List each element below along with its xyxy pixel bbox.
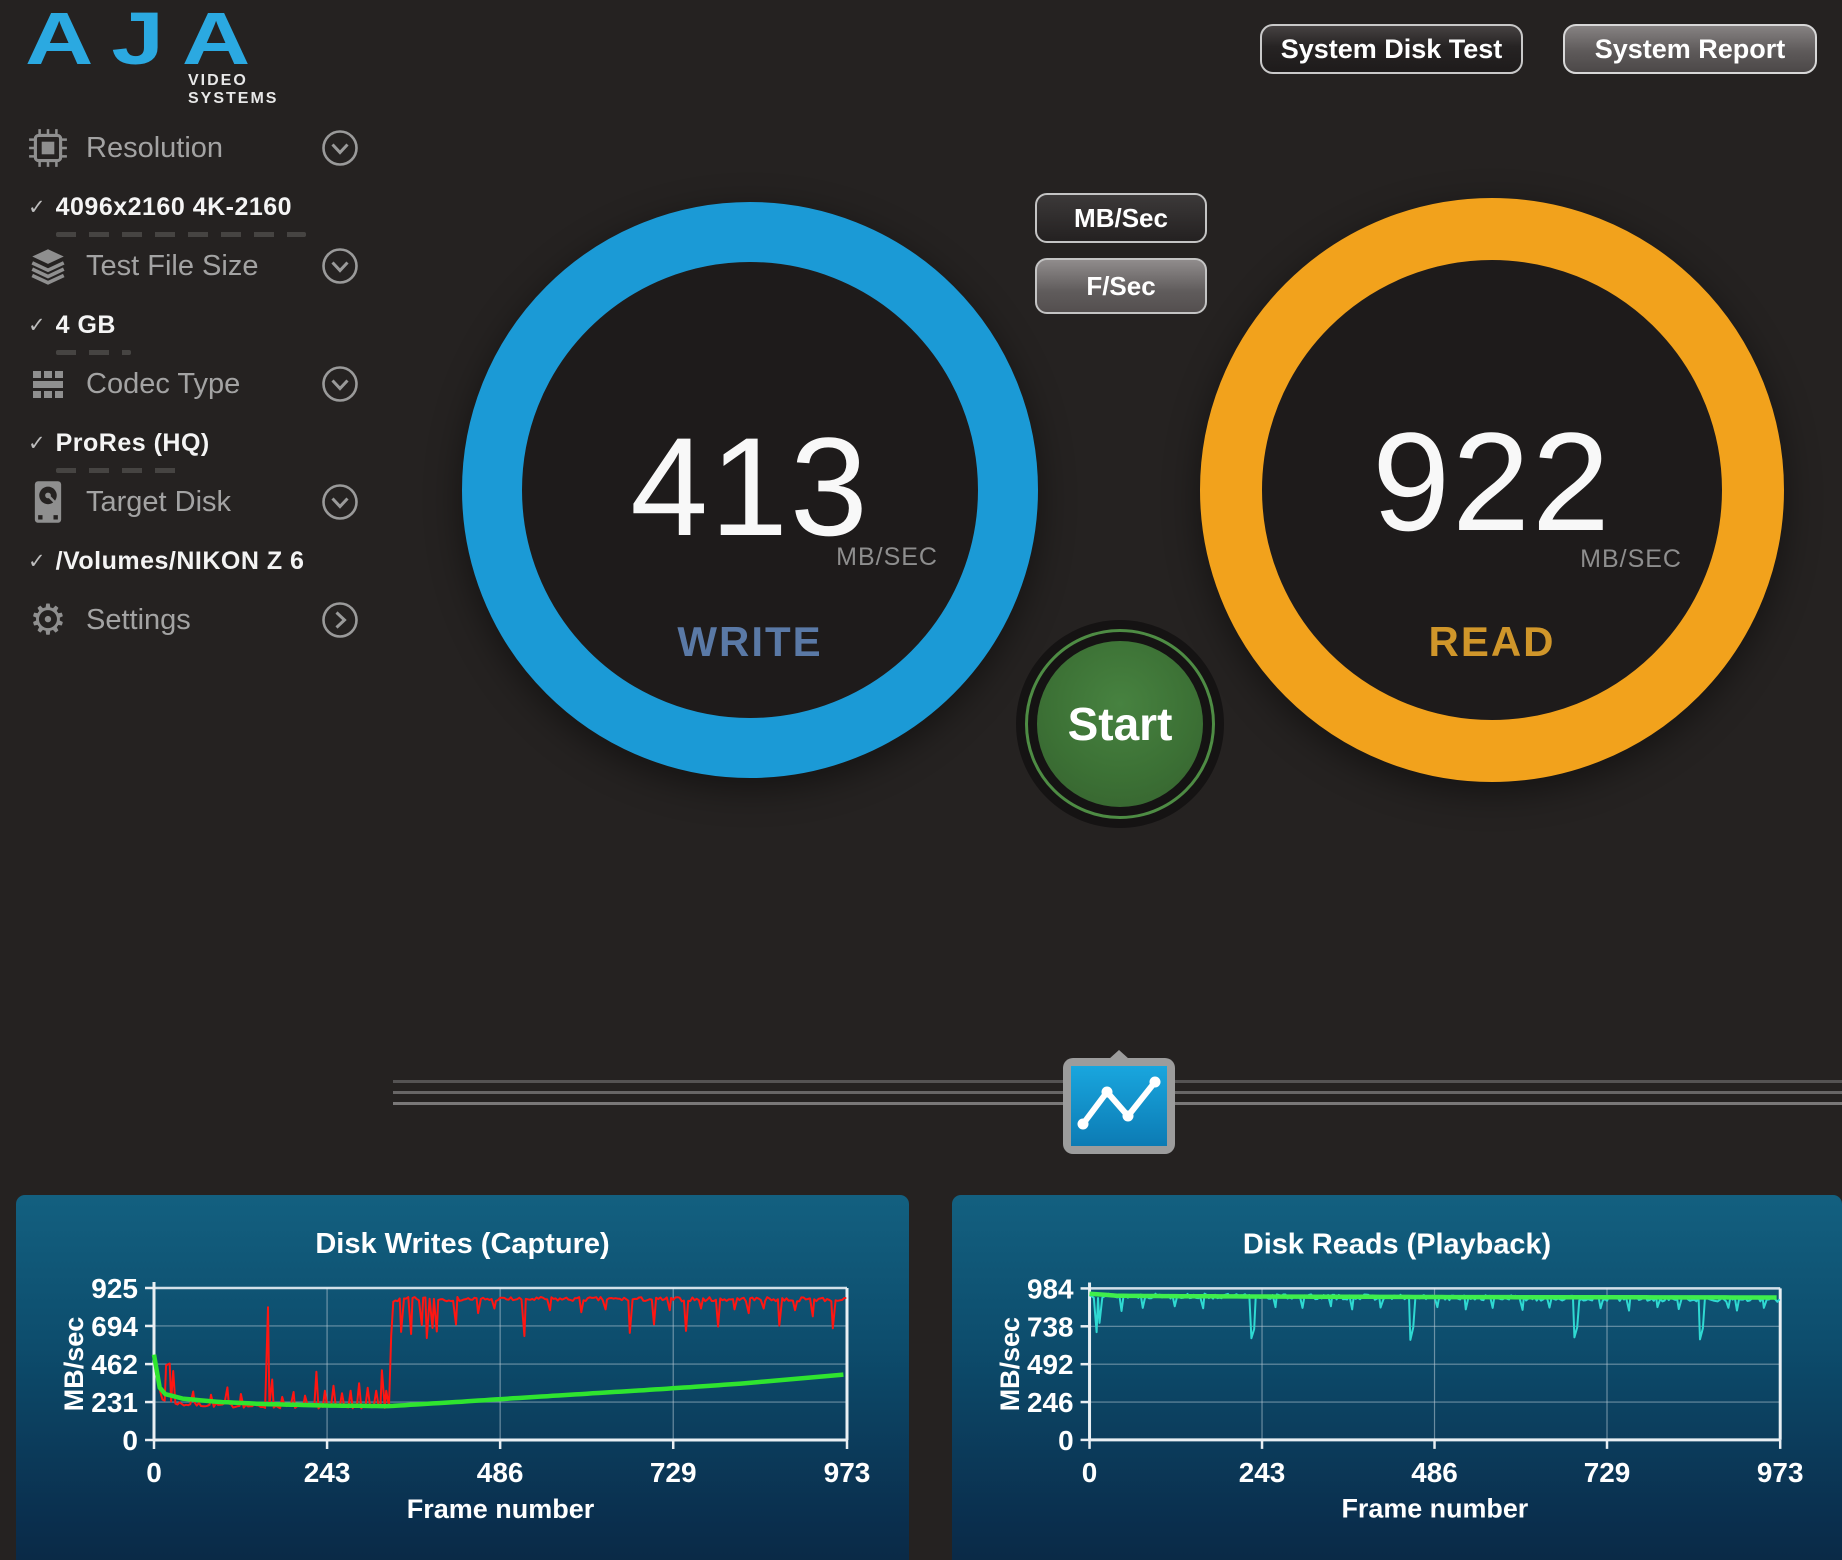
- svg-text:Disk Writes (Capture): Disk Writes (Capture): [315, 1228, 609, 1260]
- write-speed-value: 413: [630, 408, 870, 565]
- disk-reads-chart-panel: 0 246 492 738 984 0 243 486 729 973 Disk Reads (Pl…: [952, 1195, 1842, 1560]
- svg-text:Disk Reads (Playback): Disk Reads (Playback): [1243, 1229, 1551, 1261]
- sidebar-item-settings: ⚙ Settings: [26, 598, 191, 642]
- toggle-notch: [1109, 1050, 1129, 1059]
- gear-icon: ⚙: [29, 596, 67, 643]
- svg-text:462: 462: [91, 1349, 138, 1380]
- read-gauge: 922 MB/SEC READ: [1200, 198, 1784, 782]
- aja-logo: AJA VIDEO SYSTEMS: [25, 2, 325, 108]
- system-disk-test-button[interactable]: System Disk Test: [1260, 24, 1523, 74]
- sidebar-item-label: Settings: [86, 603, 191, 636]
- selected-test-file-size: ✓ 4 GB: [28, 310, 116, 339]
- system-report-button[interactable]: System Report: [1563, 24, 1817, 74]
- checkmark-icon: ✓: [28, 431, 46, 455]
- svg-text:243: 243: [304, 1457, 351, 1488]
- clipped-option-ghost: [56, 350, 131, 355]
- svg-text:492: 492: [1027, 1349, 1074, 1380]
- layers-icon: [26, 244, 70, 288]
- svg-text:Frame number: Frame number: [407, 1494, 595, 1524]
- sidebar-item-label: Codec Type: [86, 367, 241, 400]
- checkmark-icon: ✓: [28, 313, 46, 337]
- sidebar-item-label: Target Disk: [86, 485, 232, 518]
- chart-view-toggle-button[interactable]: [1063, 1050, 1175, 1154]
- svg-text:925: 925: [91, 1273, 138, 1304]
- svg-text:486: 486: [1411, 1457, 1458, 1488]
- start-button-label: Start: [1067, 698, 1173, 750]
- selected-codec-type: ✓ ProRes (HQ): [28, 428, 210, 457]
- codec-type-dropdown-chevron-icon[interactable]: [320, 364, 360, 404]
- sidebar-item-label: Resolution: [86, 131, 224, 164]
- resolution-dropdown-chevron-icon[interactable]: [320, 128, 360, 168]
- grid-icon: [26, 362, 70, 406]
- svg-text:Frame number: Frame number: [1341, 1494, 1528, 1524]
- svg-text:984: 984: [1027, 1273, 1074, 1304]
- disk-writes-chart: 0 231 462 694 925 0 243 486 729 973 Disk Writes (C…: [59, 1228, 871, 1524]
- sidebar-item-target-disk: Target Disk: [26, 480, 231, 524]
- aja-logo-text: AJA: [25, 0, 269, 80]
- svg-text:0: 0: [146, 1457, 162, 1488]
- start-button[interactable]: Start: [1016, 620, 1224, 828]
- disk-writes-chart-panel: 0 231 462 694 925 0 243 486 729 973 Disk Writes (C…: [16, 1195, 909, 1560]
- clipped-option-ghost: [56, 232, 306, 237]
- clipped-option-ghost: [56, 468, 186, 473]
- write-gauge: 413 MB/SEC WRITE: [462, 202, 1038, 778]
- svg-text:0: 0: [122, 1425, 138, 1456]
- frames-per-sec-toggle-button[interactable]: F/Sec: [1035, 258, 1207, 314]
- selected-resolution: ✓ 4096x2160 4K-2160: [28, 192, 293, 221]
- read-gauge-label: READ: [1428, 618, 1556, 665]
- svg-text:486: 486: [477, 1457, 524, 1488]
- sidebar-item-test-file-size: Test File Size: [26, 244, 258, 288]
- selected-target-disk: ✓ /Volumes/NIKON Z 6: [28, 546, 305, 575]
- svg-text:MB/sec: MB/sec: [59, 1317, 89, 1412]
- read-speed-value: 922: [1372, 403, 1612, 560]
- settings-arrow-icon[interactable]: [320, 600, 360, 640]
- sidebar-item-label: Test File Size: [86, 249, 259, 282]
- write-gauge-label: WRITE: [677, 618, 823, 665]
- checkmark-icon: ✓: [28, 549, 46, 573]
- sidebar-item-codec-type: Codec Type: [26, 362, 240, 406]
- aja-logo-subtitle: VIDEO SYSTEMS: [188, 72, 279, 107]
- svg-text:694: 694: [91, 1311, 138, 1342]
- svg-text:0: 0: [1058, 1425, 1074, 1456]
- target-disk-dropdown-chevron-icon[interactable]: [320, 482, 360, 522]
- svg-text:246: 246: [1027, 1387, 1074, 1418]
- svg-text:0: 0: [1082, 1457, 1098, 1488]
- svg-text:729: 729: [650, 1457, 697, 1488]
- write-speed-unit: MB/SEC: [836, 543, 938, 571]
- test-file-size-dropdown-chevron-icon[interactable]: [320, 246, 360, 286]
- svg-text:MB/sec: MB/sec: [995, 1317, 1025, 1411]
- svg-text:729: 729: [1584, 1457, 1631, 1488]
- mb-per-sec-toggle-button[interactable]: MB/Sec: [1035, 193, 1207, 243]
- sidebar-item-resolution: Resolution: [26, 126, 223, 170]
- disk-icon: [26, 480, 70, 524]
- svg-text:973: 973: [824, 1457, 871, 1488]
- checkmark-icon: ✓: [28, 195, 46, 219]
- svg-text:243: 243: [1239, 1457, 1286, 1488]
- svg-text:973: 973: [1757, 1457, 1804, 1488]
- read-speed-unit: MB/SEC: [1580, 545, 1682, 573]
- svg-text:231: 231: [91, 1387, 138, 1418]
- disk-reads-chart: 0 246 492 738 984 0 243 486 729 973 Disk Reads (Pl…: [995, 1229, 1804, 1524]
- svg-text:738: 738: [1027, 1311, 1074, 1342]
- line-chart-icon: [1063, 1058, 1175, 1154]
- chip-icon: [26, 126, 70, 170]
